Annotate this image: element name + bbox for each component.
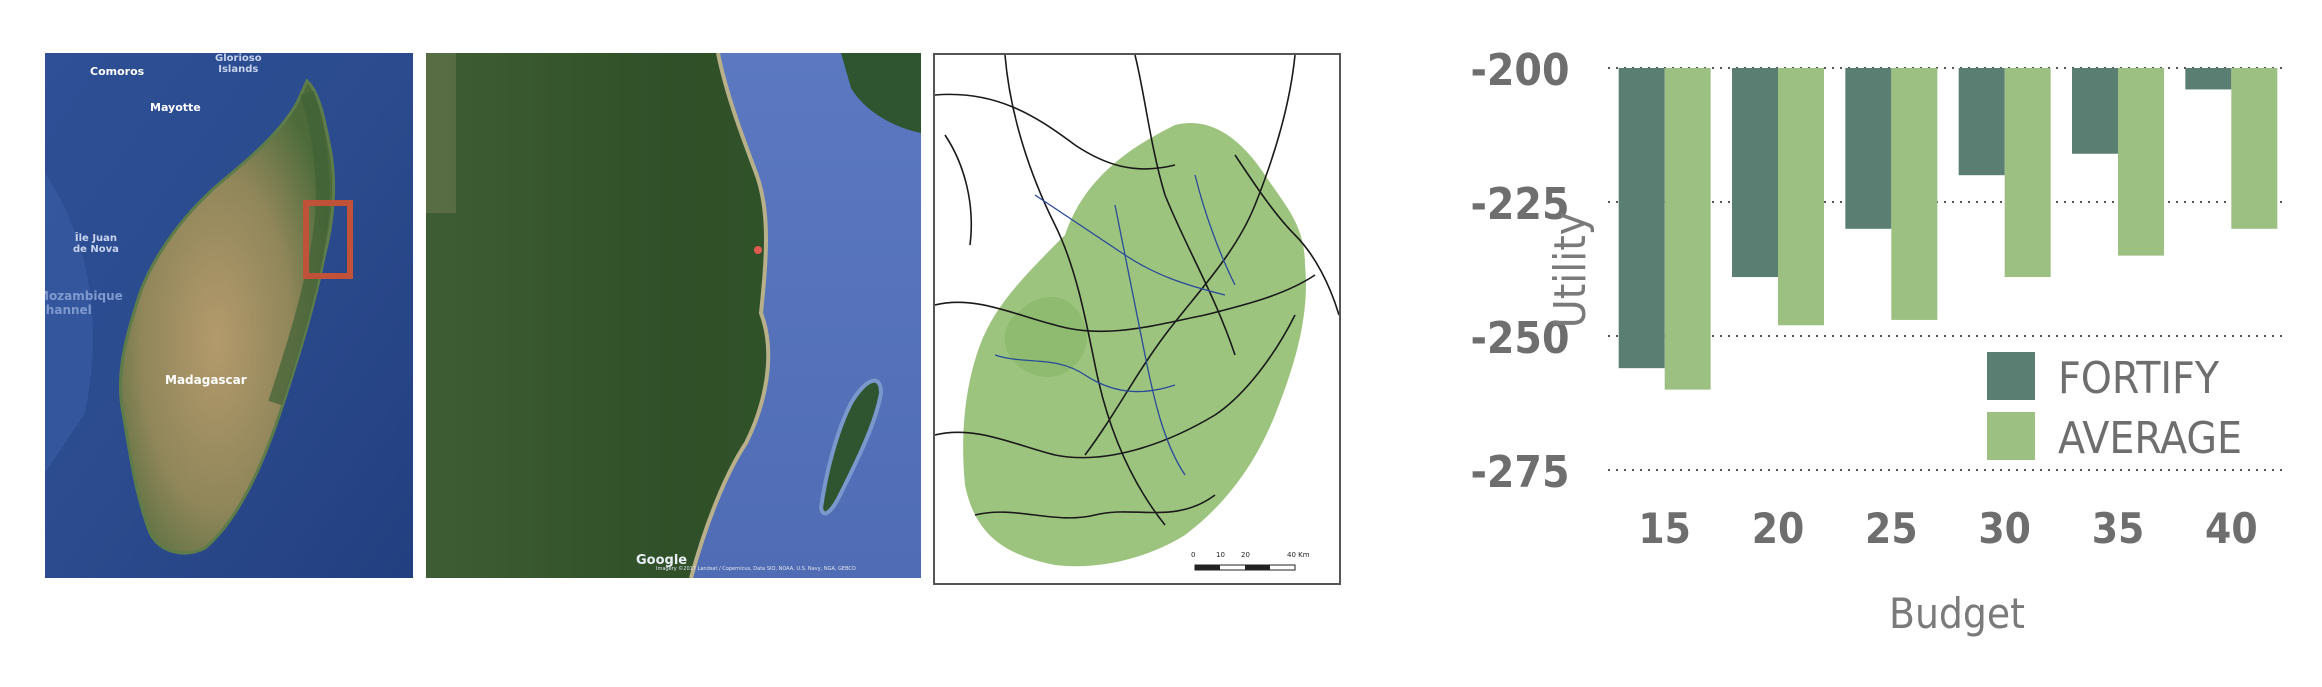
zoomed-map-graphic	[426, 53, 921, 578]
mozambique-channel-label: Mozambique Channel	[45, 289, 123, 317]
google-logo: Google	[636, 553, 688, 568]
bar-fortify-35	[2072, 68, 2118, 154]
scale-label-10: 10	[1216, 551, 1225, 559]
bar-fortify-40	[2185, 68, 2232, 90]
x-tick-label: 40	[2205, 504, 2258, 553]
bar-average-35	[2118, 68, 2164, 256]
y-tick-label: -225	[1470, 179, 1569, 230]
legend-label-fortify: FORTIFY	[2058, 353, 2220, 404]
y-tick-label: -275	[1470, 447, 1569, 498]
x-tick-label: 35	[2092, 504, 2145, 553]
scale-label-20: 20	[1241, 551, 1250, 559]
comoros-label: Comoros	[90, 65, 145, 78]
chart-svg: -200 -225 -250 -275 15 20 25 30 35 40 Utility Bu…	[1470, 45, 2288, 638]
x-tick-label: 25	[1865, 504, 1918, 553]
scale-label-40: 40 Km	[1287, 551, 1310, 559]
bar-fortify-20	[1732, 68, 1778, 278]
juan-de-nova-label: Île Juan de Nova	[73, 233, 119, 255]
bar-fortify-25	[1845, 68, 1892, 229]
bar-average-40	[2231, 68, 2278, 229]
bars	[1618, 68, 2278, 390]
bar-average-30	[2004, 68, 2051, 278]
bar-average-20	[1778, 68, 1824, 326]
x-axis-label: Budget	[1889, 589, 2025, 638]
legend-swatch-fortify	[1987, 352, 2035, 400]
gridlines	[1608, 67, 2288, 471]
legend: FORTIFY AVERAGE	[1987, 352, 2242, 464]
madagascar-overview-map: Comoros Glorioso Islands Mayotte Île Jua…	[45, 53, 413, 578]
land-cover-network-map: 0 10 20 40 Km	[933, 53, 1341, 585]
y-tick-labels: -200 -225 -250 -275	[1470, 45, 1569, 498]
bar-average-25	[1891, 68, 1938, 320]
x-tick-label: 20	[1752, 504, 1805, 553]
glorioso-label: Glorioso Islands	[215, 53, 262, 75]
x-tick-label: 30	[1978, 504, 2031, 553]
x-tick-labels: 15 20 25 30 35 40	[1638, 504, 2257, 553]
y-tick-label: -250	[1470, 313, 1569, 364]
bar-fortify-15	[1618, 68, 1665, 369]
madagascar-label: Madagascar	[165, 373, 247, 387]
y-tick-label: -200	[1470, 45, 1569, 96]
utility-bar-chart: -200 -225 -250 -275 15 20 25 30 35 40 Utility Bu…	[1370, 0, 2322, 683]
zoomed-satellite-map: Google Imagery ©2017 Landsat / Copernicu…	[426, 53, 921, 578]
map-scale-bar	[1194, 564, 1296, 571]
overview-map-graphic	[45, 53, 413, 578]
legend-label-average: AVERAGE	[2058, 413, 2242, 464]
bar-fortify-30	[1958, 68, 2005, 176]
map-attribution: Imagery ©2017 Landsat / Copernicus, Data…	[656, 566, 856, 572]
bar-average-15	[1664, 68, 1711, 390]
mayotte-label: Mayotte	[150, 101, 201, 114]
x-tick-label: 15	[1638, 504, 1691, 553]
land-cover-graphic	[935, 55, 1339, 571]
scale-label-0: 0	[1191, 551, 1196, 559]
y-axis-label: Utility	[1545, 212, 1596, 328]
legend-swatch-average	[1987, 412, 2035, 460]
